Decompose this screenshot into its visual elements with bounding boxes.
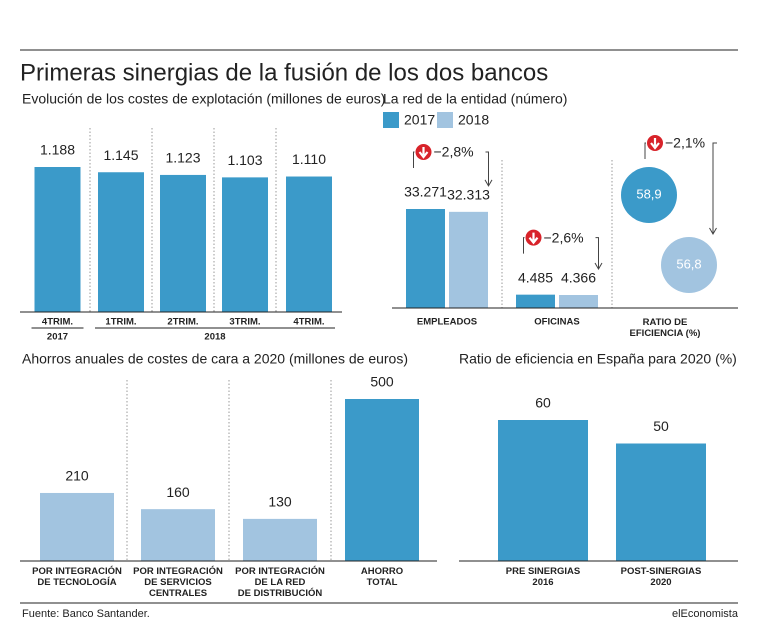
bar	[449, 211, 488, 308]
category-label: OFICINAS	[534, 317, 579, 328]
change-arrowhead	[594, 262, 603, 271]
value-label: 56,8	[676, 256, 701, 271]
category-label: POR INTEGRACIÓN DE SERVICIOS CENTRALES	[133, 565, 223, 599]
bar	[406, 209, 445, 308]
group-label: 2018	[204, 332, 225, 343]
bar	[345, 399, 419, 561]
value-label: 58,9	[636, 186, 661, 201]
value-label: 500	[370, 374, 394, 390]
chart-title: Ratio de eficiencia en España para 2020 …	[459, 351, 737, 367]
value-label: 32.313	[447, 187, 490, 203]
value-label: 1.145	[103, 147, 138, 163]
source: Fuente: Banco Santander.	[22, 608, 150, 620]
category-label: 3TRIM.	[229, 317, 260, 328]
ratio-circle	[621, 167, 677, 223]
chart-title: La red de la entidad (número)	[383, 91, 567, 107]
value-label: 33.271	[404, 184, 447, 200]
change-arrow	[644, 142, 717, 234]
chart-title: Evolución de los costes de explotación (…	[22, 91, 385, 107]
legend-label: 2018	[458, 112, 489, 128]
bar	[222, 177, 268, 312]
bar	[498, 420, 588, 561]
change-arrow	[523, 237, 599, 270]
category-label: PRE SINERGIAS 2016	[506, 566, 580, 588]
bar	[559, 295, 598, 308]
legend-swatch	[383, 112, 399, 128]
down-icon-arrow	[418, 147, 429, 159]
ratio-circle	[661, 237, 717, 293]
value-label: 160	[166, 484, 190, 500]
bar	[34, 167, 81, 312]
value-label: 4.366	[561, 270, 596, 286]
value-label: 1.110	[292, 151, 326, 167]
page-title: Primeras sinergias de la fusión de los d…	[20, 59, 548, 86]
bar	[141, 509, 215, 561]
change-arrow	[413, 151, 489, 186]
change-label: −2,1%	[665, 135, 705, 151]
value-label: 60	[535, 395, 551, 411]
value-label: 210	[65, 468, 89, 484]
bar	[98, 172, 144, 312]
group-label: 2017	[47, 332, 68, 343]
value-label: 1.103	[227, 152, 262, 168]
bar	[40, 492, 114, 561]
bar	[286, 176, 332, 312]
change-label: −2,6%	[544, 229, 584, 245]
brand: elEconomista	[672, 608, 739, 620]
value-label: 50	[653, 418, 669, 434]
bar	[516, 294, 555, 308]
down-icon-arrow	[650, 138, 660, 150]
category-label: POR INTEGRACIÓN DE TECNOLOGÍA	[32, 565, 122, 588]
legend-swatch	[437, 112, 453, 128]
down-icon-arrow	[528, 232, 539, 245]
category-label: 2TRIM.	[167, 317, 198, 328]
value-label: 1.188	[40, 142, 75, 158]
legend-label: 2017	[404, 112, 435, 128]
category-label: POR INTEGRACIÓN DE LA RED DE DISTRIBUCIÓN	[235, 565, 325, 599]
change-arrowhead	[484, 179, 493, 187]
change-label: −2,8%	[434, 144, 474, 160]
category-label: EMPLEADOS	[417, 317, 477, 328]
bar	[160, 174, 206, 312]
category-label: 4TRIM.	[293, 317, 324, 328]
category-label: 1TRIM.	[105, 317, 136, 328]
value-label: 4.485	[518, 269, 553, 285]
category-label: 4TRIM.	[42, 317, 73, 328]
bar	[243, 518, 317, 561]
category-label: POST-SINERGIAS 2020	[621, 566, 702, 588]
chart-title: Ahorros anuales de costes de cara a 2020…	[22, 351, 408, 367]
category-label: AHORRO TOTAL	[361, 566, 403, 588]
category-label: RATIO DE EFICIENCIA (%)	[630, 317, 701, 339]
value-label: 1.123	[165, 150, 200, 166]
value-label: 130	[268, 494, 292, 510]
bar	[616, 443, 706, 561]
change-arrowhead	[709, 227, 717, 235]
